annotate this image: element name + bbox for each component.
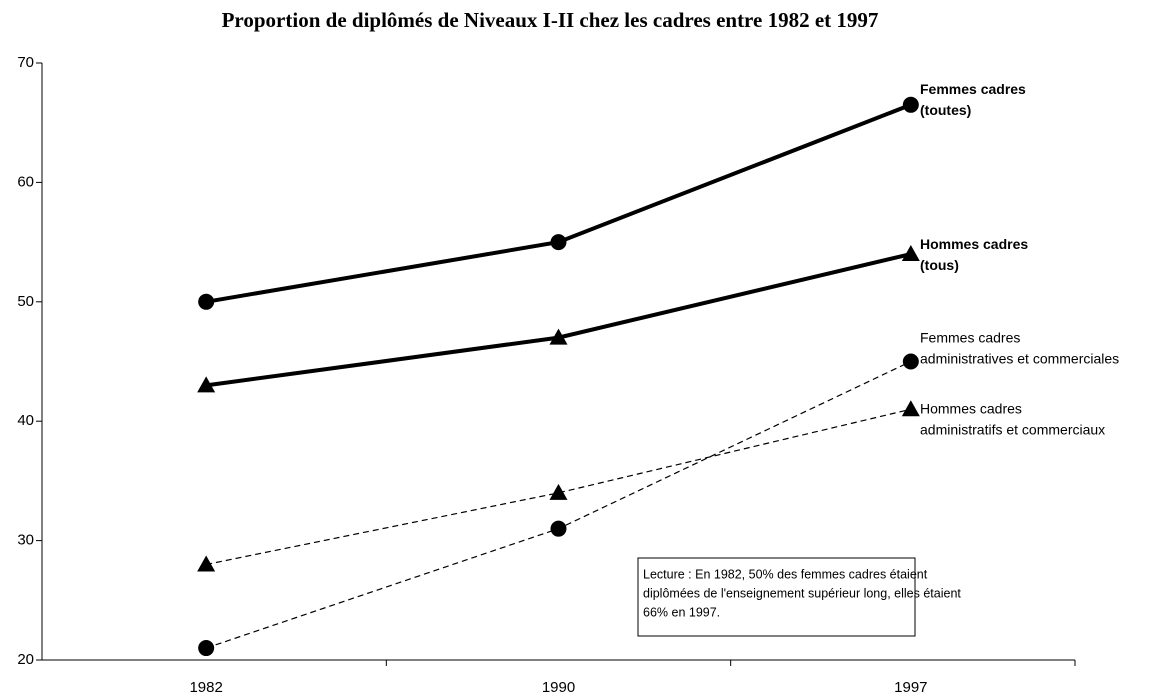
marker [550,234,567,251]
annotation: diplômées de l'enseignement supérieur lo… [643,586,961,600]
marker [550,520,567,537]
series-label: Femmes cadres (toutes) [920,80,1026,117]
marker [901,400,920,417]
marker [198,640,215,657]
x-tick-label: 1982 [189,679,222,696]
marker [197,376,216,393]
series-line [206,408,911,566]
x-tick-label: 1997 [894,679,927,696]
marker [901,245,920,262]
series-label: Hommes cadres administratifs et commercia… [920,400,1105,437]
y-tick-label: 30 [17,532,34,549]
marker [549,483,568,500]
series-label: Femmes cadres administratives et commerci… [920,329,1119,366]
marker [549,328,568,345]
series-line [205,102,912,304]
series-label: Hommes cadres (tous) [920,236,1028,273]
y-tick-label: 20 [17,651,34,668]
annotation: Lecture : En 1982, 50% des femmes cadres… [643,567,928,581]
y-tick-label: 40 [17,412,34,429]
x-tick-label: 1990 [542,679,575,696]
marker [902,96,919,113]
y-tick-label: 50 [17,293,34,310]
y-tick-label: 60 [17,173,34,190]
annotation-box [637,557,916,637]
annotation: 66% en 1997. [643,605,720,619]
marker [197,555,216,572]
series-line [205,252,912,388]
marker [198,293,215,310]
y-tick-label: 70 [17,54,34,71]
marker [902,353,919,370]
chart-title: Proportion de diplômés de Niveaux I-II c… [222,8,879,32]
